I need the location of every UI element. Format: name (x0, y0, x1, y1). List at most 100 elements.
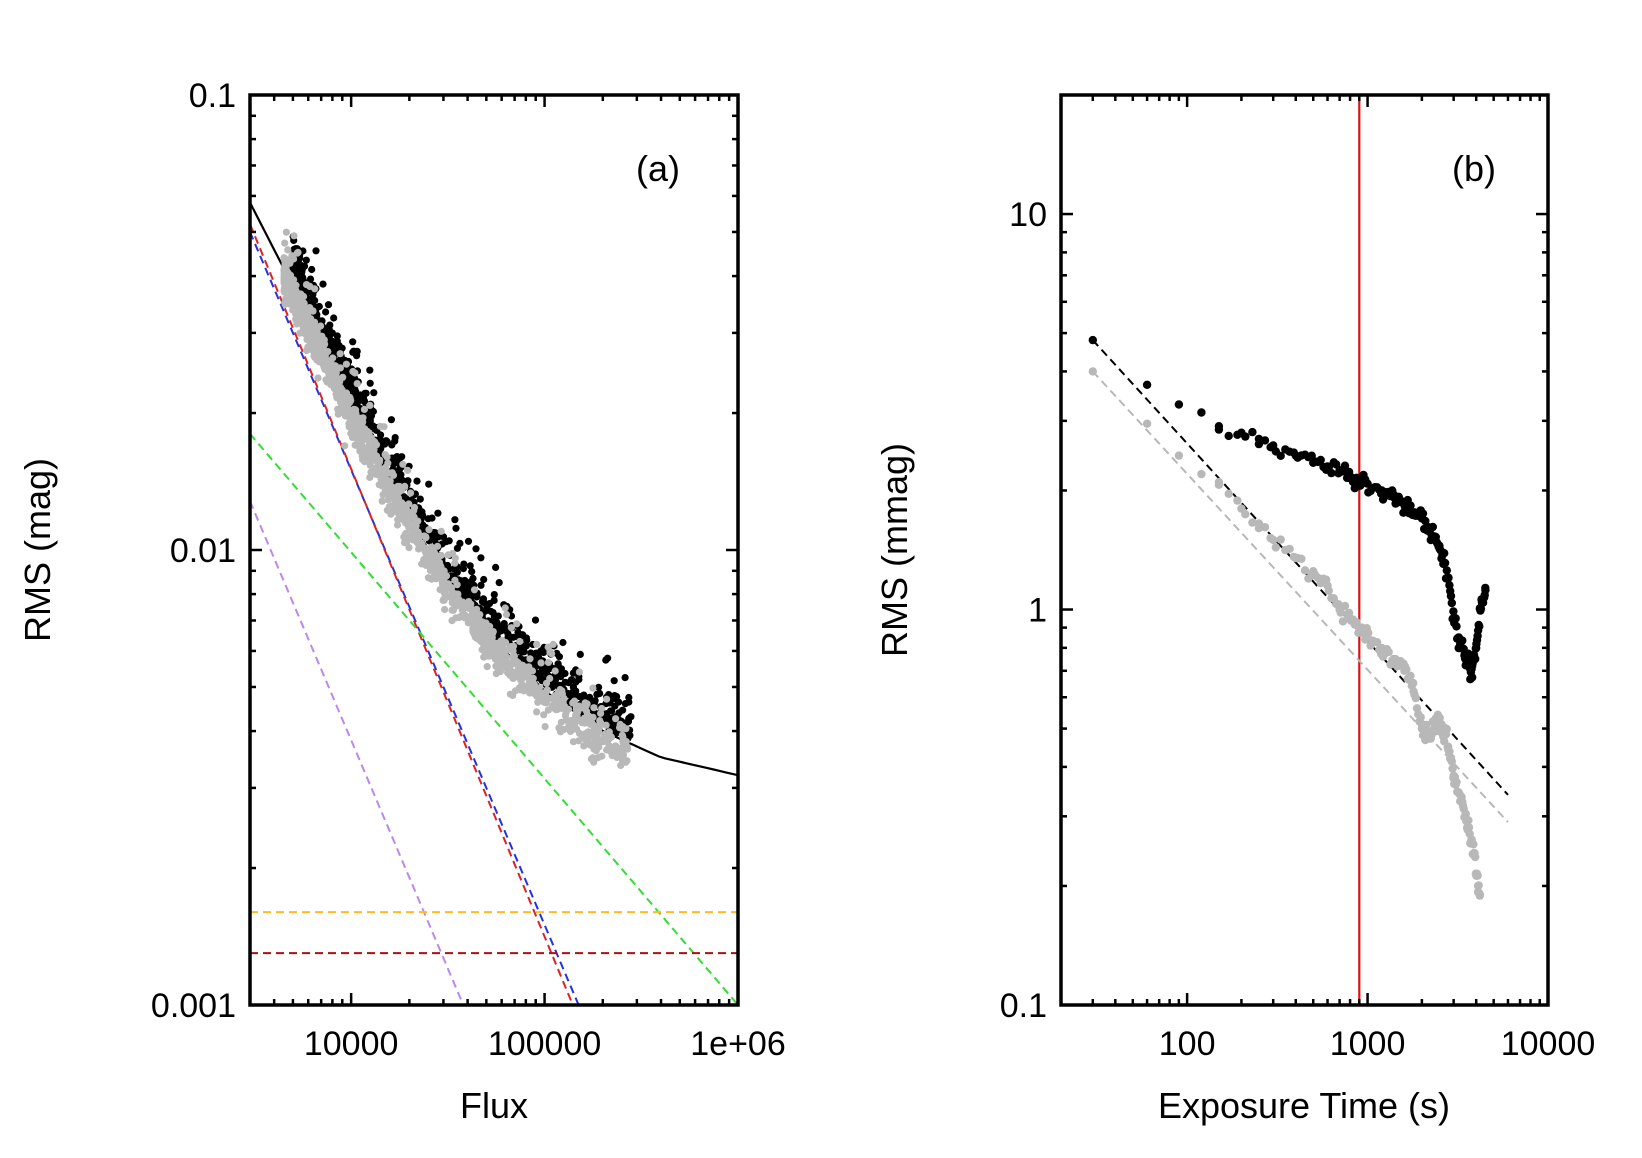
point-grey-stars (550, 641, 557, 648)
point-grey-stars (548, 650, 555, 657)
point-black-stars (615, 699, 622, 706)
x-tick-label: 100 (1159, 1025, 1216, 1063)
point-black (1143, 381, 1151, 389)
panel-a-scatter-points (281, 229, 635, 769)
point-grey-stars (379, 498, 386, 505)
point-black (1441, 559, 1449, 567)
point-black (1481, 584, 1489, 592)
point-grey-stars (303, 336, 310, 343)
point-grey-stars (326, 362, 333, 369)
point-grey-stars (571, 698, 578, 705)
point-black-stars (577, 651, 584, 658)
point-black-stars (370, 408, 377, 415)
point-grey (1241, 510, 1249, 518)
point-black (1241, 432, 1249, 440)
panel-a-frame (250, 95, 738, 1005)
point-black-stars (303, 257, 310, 264)
point-black (1248, 428, 1256, 436)
point-grey-stars (563, 717, 570, 724)
point-grey-stars (584, 711, 591, 718)
point-grey-stars (452, 554, 459, 561)
point-grey-stars (542, 723, 549, 730)
point-black-stars (593, 691, 600, 698)
point-black-stars (308, 266, 315, 273)
point-grey-stars (311, 319, 318, 326)
point-black-stars (463, 586, 470, 593)
point-grey-stars (533, 641, 540, 648)
point-grey-stars (322, 376, 329, 383)
point-grey-stars (287, 273, 294, 280)
panel-b-frame (1061, 95, 1548, 1005)
point-grey (1325, 587, 1333, 595)
point-black-stars (477, 582, 484, 589)
point-black-stars (413, 478, 420, 485)
y-tick-label: 0.01 (170, 532, 236, 570)
point-black-stars (363, 390, 370, 397)
point-grey (1277, 535, 1285, 543)
point-grey-stars (394, 521, 401, 528)
point-black (1429, 523, 1437, 531)
point-grey (1448, 757, 1456, 765)
point-black-stars (557, 673, 564, 680)
point-grey-stars (399, 461, 406, 468)
point-grey-stars (344, 400, 351, 407)
point-grey-stars (334, 406, 341, 413)
point-grey-stars (612, 715, 619, 722)
point-grey-stars (486, 653, 493, 660)
point-grey (1248, 518, 1256, 526)
point-black-stars (312, 247, 319, 254)
point-grey-stars (349, 368, 356, 375)
point-black-stars (532, 617, 539, 624)
point-black-stars (520, 644, 527, 651)
point-grey-stars (361, 458, 368, 465)
point-grey-stars (438, 528, 445, 535)
point-grey-stars (484, 627, 491, 634)
point-grey-stars (317, 347, 324, 354)
point-grey (1448, 764, 1456, 772)
point-grey-stars (315, 332, 322, 339)
point-grey-stars (603, 696, 610, 703)
point-black-stars (611, 677, 618, 684)
point-grey (1443, 725, 1451, 733)
point-black-stars (392, 454, 399, 461)
point-grey-stars (526, 680, 533, 687)
point-grey-stars (441, 606, 448, 613)
point-grey-stars (407, 489, 414, 496)
point-grey-stars (425, 549, 432, 556)
point-grey (1385, 648, 1393, 656)
point-black-stars (451, 516, 458, 523)
point-black-stars (310, 297, 317, 304)
point-grey-stars (425, 526, 432, 533)
point-grey-stars (428, 576, 435, 583)
point-grey (1266, 534, 1274, 542)
point-black-stars (472, 545, 479, 552)
point-black (1419, 509, 1427, 517)
point-grey-stars (281, 240, 288, 247)
point-grey-stars (281, 266, 288, 273)
panel-b-tick-labels: 100 1000 10000 10 1 0.1 (1000, 196, 1596, 1063)
point-grey-stars (603, 746, 610, 753)
point-black-stars (608, 707, 615, 714)
point-grey-stars (573, 712, 580, 719)
point-grey-stars (405, 534, 412, 541)
point-grey-stars (408, 510, 415, 517)
point-grey-stars (469, 614, 476, 621)
point-grey-stars (283, 229, 290, 236)
point-grey (1373, 638, 1381, 646)
point-grey-stars (560, 703, 567, 710)
point-grey-stars (471, 586, 478, 593)
point-grey-stars (331, 385, 338, 392)
point-black-stars (467, 562, 474, 569)
point-grey-stars (450, 599, 457, 606)
point-grey-stars (292, 316, 299, 323)
point-grey-stars (473, 626, 480, 633)
panel-b-ticks (1061, 95, 1548, 1005)
point-black-stars (452, 525, 459, 532)
point-grey (1215, 481, 1223, 489)
panel-b-x-axis-title: Exposure Time (s) (1158, 1085, 1450, 1126)
point-grey-stars (542, 688, 549, 695)
point-grey-stars (370, 438, 377, 445)
point-grey (1471, 853, 1479, 861)
point-black-stars (460, 565, 467, 572)
y-tick-label: 0.1 (189, 77, 236, 115)
